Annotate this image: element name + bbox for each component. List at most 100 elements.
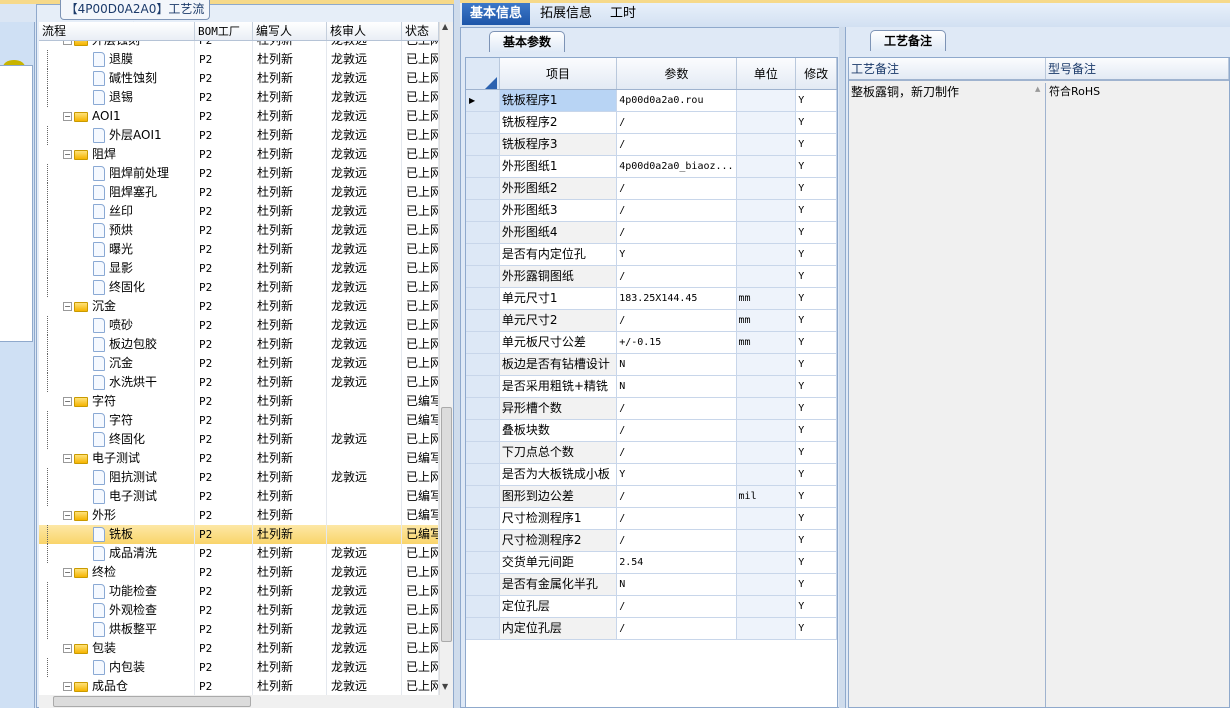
row-indicator[interactable] xyxy=(466,266,500,287)
param-row[interactable]: 外形图纸4 / Y xyxy=(466,222,837,244)
param-unit-cell[interactable] xyxy=(736,618,797,639)
param-row[interactable]: 铣板程序2 / Y xyxy=(466,112,837,134)
row-indicator[interactable] xyxy=(466,376,500,397)
param-row[interactable]: 图形到边公差 / mil Y xyxy=(466,486,837,508)
param-value-cell[interactable]: / xyxy=(617,530,737,551)
param-row[interactable]: 交货单元间距 2.54 Y xyxy=(466,552,837,574)
tree-row[interactable]: − 沉金 P2 杜列新 龙敦远 已上网 xyxy=(39,297,439,316)
splitter-right[interactable] xyxy=(839,27,845,708)
param-unit-cell[interactable] xyxy=(736,530,797,551)
param-modify-cell[interactable]: Y xyxy=(796,156,837,177)
row-indicator[interactable] xyxy=(466,486,500,507)
param-modify-cell[interactable]: Y xyxy=(796,178,837,199)
param-unit-cell[interactable]: mil xyxy=(736,486,797,507)
param-name-cell[interactable]: 尺寸检测程序1 xyxy=(500,508,618,529)
tree-row[interactable]: 沉金 P2 杜列新 龙敦远 已上网 xyxy=(39,354,439,373)
column-header-item[interactable]: 项目 xyxy=(500,58,618,89)
param-modify-cell[interactable]: Y xyxy=(796,354,837,375)
param-value-cell[interactable]: N xyxy=(617,376,737,397)
param-unit-cell[interactable]: mm xyxy=(736,332,797,353)
param-row[interactable]: 叠板块数 / Y xyxy=(466,420,837,442)
process-note-textarea[interactable]: 整板露铜，新刀制作 xyxy=(849,83,1046,707)
param-value-cell[interactable]: N xyxy=(617,574,737,595)
param-name-cell[interactable]: 是否采用粗铣+精铣 xyxy=(500,376,618,397)
param-value-cell[interactable]: / xyxy=(617,486,737,507)
param-name-cell[interactable]: 外形图纸4 xyxy=(499,222,618,243)
tree-row[interactable]: 铣板 P2 杜列新 已编写 xyxy=(39,525,439,544)
row-indicator[interactable] xyxy=(466,112,500,133)
tree-row[interactable]: 电子测试 P2 杜列新 已编写 xyxy=(39,487,439,506)
column-header-flow[interactable]: 流程 xyxy=(39,22,195,40)
tree-row[interactable]: 终固化 P2 杜列新 龙敦远 已上网 xyxy=(39,278,439,297)
row-indicator[interactable] xyxy=(466,574,500,595)
param-name-cell[interactable]: 外形图纸1 xyxy=(500,156,618,177)
param-unit-cell[interactable] xyxy=(736,178,797,199)
param-unit-cell[interactable] xyxy=(736,90,797,111)
row-indicator[interactable] xyxy=(466,178,500,199)
row-indicator[interactable] xyxy=(466,552,500,573)
param-modify-cell[interactable]: Y xyxy=(796,552,837,573)
param-name-cell[interactable]: 是否有内定位孔 xyxy=(500,244,618,265)
param-modify-cell[interactable]: Y xyxy=(796,398,837,419)
tab-work-hours[interactable]: 工时 xyxy=(610,6,637,21)
tree-row[interactable]: − 外形 P2 杜列新 已编写 xyxy=(39,506,439,525)
param-unit-cell[interactable] xyxy=(736,420,797,441)
collapse-icon[interactable]: − xyxy=(63,682,72,691)
scrollbar-thumb[interactable] xyxy=(441,407,452,642)
tab-extended-info[interactable]: 拓展信息 xyxy=(540,6,593,21)
param-unit-cell[interactable]: mm xyxy=(736,288,797,309)
tree-row[interactable]: − 外层蚀刻 P2 杜列新 龙敦远 已上网 xyxy=(39,41,439,50)
param-unit-cell[interactable] xyxy=(736,200,797,221)
tree-row[interactable]: 丝印 P2 杜列新 龙敦远 已上网 xyxy=(39,202,439,221)
param-row[interactable]: 外形图纸3 / Y xyxy=(466,200,837,222)
param-unit-cell[interactable] xyxy=(736,442,797,463)
tree-row[interactable]: 外观检查 P2 杜列新 龙敦远 已上网 xyxy=(39,601,439,620)
param-modify-cell[interactable]: Y xyxy=(796,288,837,309)
tree-row[interactable]: 烘板整平 P2 杜列新 龙敦远 已上网 xyxy=(39,620,439,639)
row-indicator[interactable] xyxy=(466,354,500,375)
column-header-modify[interactable]: 修改 xyxy=(796,58,837,89)
param-name-cell[interactable]: 叠板块数 xyxy=(500,420,618,441)
tree-row[interactable]: 阻焊前处理 P2 杜列新 龙敦远 已上网 xyxy=(39,164,439,183)
param-unit-cell[interactable] xyxy=(736,222,797,243)
collapse-icon[interactable]: − xyxy=(63,568,72,577)
param-row[interactable]: 单元尺寸1 183.25X144.45 mm Y xyxy=(466,288,837,310)
param-unit-cell[interactable] xyxy=(736,244,797,265)
param-row[interactable]: 定位孔层 / Y xyxy=(466,596,837,618)
row-indicator[interactable] xyxy=(466,618,500,639)
param-value-cell[interactable]: / xyxy=(617,266,737,287)
row-indicator[interactable] xyxy=(466,530,500,551)
param-name-cell[interactable]: 是否有金属化半孔 xyxy=(499,574,618,595)
collapse-icon[interactable]: − xyxy=(63,112,72,121)
column-header-status[interactable]: 状态 xyxy=(402,22,439,40)
tree-row[interactable]: 终固化 P2 杜列新 龙敦远 已上网 xyxy=(39,430,439,449)
row-indicator[interactable] xyxy=(466,420,500,441)
param-value-cell[interactable]: / xyxy=(617,618,737,639)
tree-row[interactable]: 喷砂 P2 杜列新 龙敦远 已上网 xyxy=(39,316,439,335)
param-value-cell[interactable]: 183.25X144.45 xyxy=(617,288,737,309)
param-name-cell[interactable]: 外形图纸2 xyxy=(499,178,618,199)
param-name-cell[interactable]: 下刀点总个数 xyxy=(499,442,618,463)
row-indicator[interactable] xyxy=(466,508,500,529)
param-modify-cell[interactable]: Y xyxy=(796,420,837,441)
param-unit-cell[interactable] xyxy=(736,596,797,617)
param-modify-cell[interactable]: Y xyxy=(796,508,837,529)
param-unit-cell[interactable] xyxy=(736,574,797,595)
row-indicator[interactable] xyxy=(466,596,500,617)
param-modify-cell[interactable]: Y xyxy=(796,574,837,595)
tree-row[interactable]: − 终检 P2 杜列新 龙敦远 已上网 xyxy=(39,563,439,582)
param-value-cell[interactable]: / xyxy=(617,442,737,463)
collapse-icon[interactable]: − xyxy=(63,41,72,45)
row-indicator[interactable] xyxy=(466,134,500,155)
collapse-icon[interactable]: − xyxy=(63,397,72,406)
param-unit-cell[interactable] xyxy=(736,266,797,287)
tab-basic-params[interactable]: 基本参数 xyxy=(489,31,565,52)
tab-basic-info[interactable]: 基本信息 xyxy=(462,3,531,25)
param-row[interactable]: 是否为大板铣成小板 Y Y xyxy=(466,464,837,486)
tree-row[interactable]: 预烘 P2 杜列新 龙敦远 已上网 xyxy=(39,221,439,240)
column-header-reviewer[interactable]: 核审人 xyxy=(327,22,402,40)
row-indicator[interactable] xyxy=(466,156,500,177)
param-name-cell[interactable]: 外形露铜图纸 xyxy=(499,266,618,287)
param-modify-cell[interactable]: Y xyxy=(796,134,837,155)
param-row[interactable]: 铣板程序3 / Y xyxy=(466,134,837,156)
